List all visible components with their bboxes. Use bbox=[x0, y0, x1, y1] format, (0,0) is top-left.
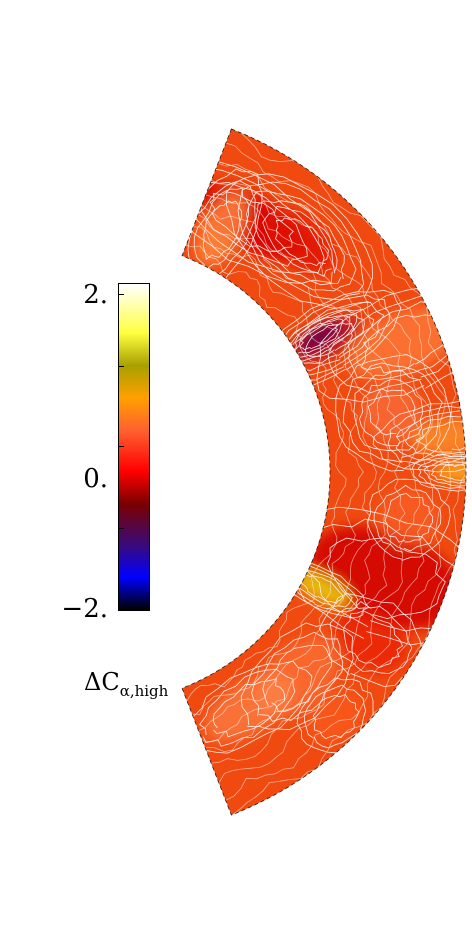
contour-line bbox=[359, 378, 424, 447]
contour-line bbox=[217, 163, 435, 784]
contour-line bbox=[251, 631, 344, 722]
contour-line bbox=[274, 217, 329, 267]
contour-line bbox=[254, 200, 345, 286]
contour-line bbox=[342, 362, 443, 463]
contour-line bbox=[318, 593, 424, 687]
contour-line bbox=[205, 194, 406, 753]
colorbar-mid-label: 0. bbox=[83, 464, 108, 494]
contour-line bbox=[384, 492, 434, 543]
contour-line bbox=[231, 129, 466, 815]
contour-line bbox=[343, 610, 404, 669]
field-anomaly bbox=[196, 192, 248, 266]
contour-line bbox=[372, 399, 466, 473]
contour-line bbox=[192, 226, 364, 715]
contour-line bbox=[329, 600, 413, 674]
contour-line bbox=[201, 204, 389, 743]
contour-line bbox=[197, 214, 377, 731]
contour-line bbox=[304, 684, 367, 749]
colorbar-min-label: −2. bbox=[61, 594, 108, 624]
field-anomaly bbox=[307, 688, 364, 745]
field-anomaly bbox=[204, 673, 294, 742]
contour-line bbox=[211, 180, 421, 764]
contour-line bbox=[326, 537, 446, 620]
field-anomaly bbox=[294, 571, 350, 607]
colorbar-tick-max bbox=[118, 294, 124, 295]
colorbar-title: ΔCα,high bbox=[84, 668, 168, 700]
field-anomaly bbox=[296, 317, 362, 363]
contour-line bbox=[185, 660, 313, 754]
contour-line bbox=[417, 456, 466, 490]
contour-line bbox=[305, 323, 355, 358]
contour-line bbox=[240, 622, 354, 731]
colorbar-title-sub: α,high bbox=[119, 682, 169, 700]
colorbar-max-label: 2. bbox=[83, 280, 108, 310]
contour-line bbox=[199, 668, 296, 747]
contour-line bbox=[225, 142, 451, 801]
shell-outer-boundary bbox=[181, 128, 467, 816]
contour-line bbox=[209, 191, 294, 253]
contour-line bbox=[262, 645, 333, 712]
colorbar-tick-mid bbox=[118, 446, 124, 447]
contour-line bbox=[182, 167, 325, 274]
contour-line bbox=[387, 405, 466, 468]
contour-line bbox=[395, 410, 466, 463]
contour-line bbox=[439, 464, 466, 481]
contour-line bbox=[312, 693, 360, 740]
colorbar-title-main: ΔC bbox=[84, 668, 120, 696]
contour-line bbox=[405, 415, 466, 458]
colorbar bbox=[118, 283, 150, 611]
contour-line bbox=[430, 461, 466, 484]
contour-line bbox=[186, 245, 347, 702]
colorbar-tick-upper bbox=[118, 366, 124, 367]
colorbar-tick-lower bbox=[118, 528, 124, 529]
contour-line bbox=[212, 678, 285, 738]
contour-line bbox=[353, 370, 432, 452]
contour-line bbox=[373, 484, 442, 553]
contour-line bbox=[182, 160, 336, 284]
contour-line bbox=[193, 187, 250, 270]
field-anomaly bbox=[267, 210, 334, 273]
